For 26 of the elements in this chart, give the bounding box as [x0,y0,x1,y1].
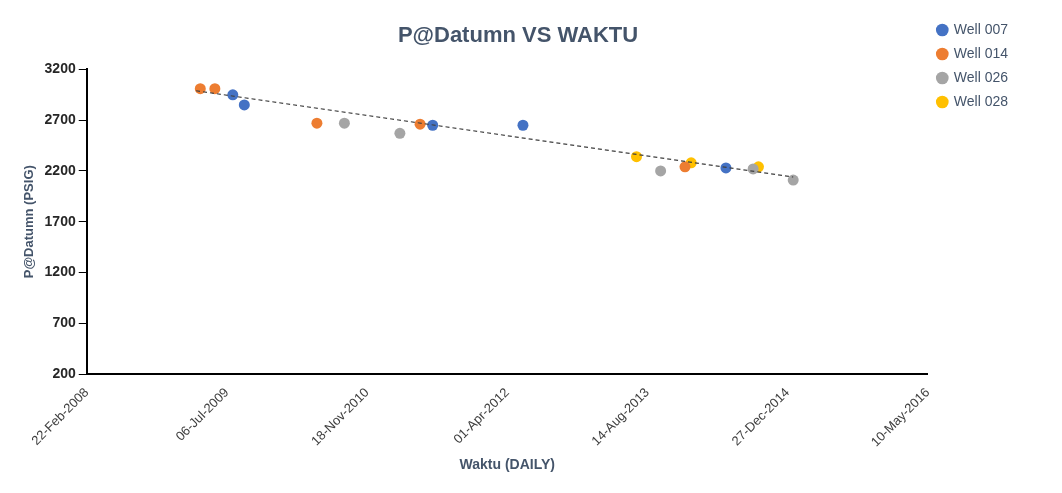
point [679,161,691,173]
point [238,99,250,111]
legend-label: Well 028 [953,92,1009,109]
legend-label: Well 007 [953,20,1009,37]
y-tick-label: 2700 [44,111,76,128]
point [209,83,221,95]
y-tick-label: 1200 [44,263,76,280]
point [655,165,667,177]
point [194,83,206,95]
y-axis-title: P@Datumn (PSIG) [21,165,37,279]
point [311,117,323,129]
point [338,117,350,129]
y-tick-label: 1700 [44,212,76,229]
point [427,119,439,131]
y-tick-label: 2200 [44,161,76,178]
legend-label: Well 026 [953,68,1009,85]
chart-title: P@Datumn VS WAKTU [397,22,639,48]
point [517,119,529,131]
point [394,127,406,139]
y-tick-label: 3200 [44,60,76,77]
point [631,151,642,163]
x-axis-title: Waktu (DAILY) [459,456,555,473]
legend-label: Well 014 [953,44,1009,61]
y-tick-label: 200 [52,364,76,381]
y-tick-label: 700 [52,314,76,331]
point [787,174,799,186]
